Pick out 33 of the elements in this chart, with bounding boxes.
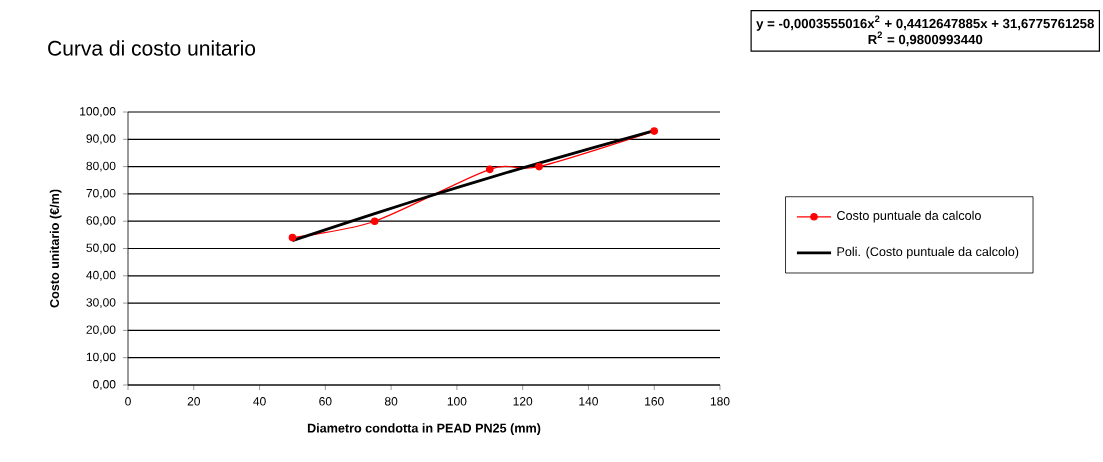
text: R$^{2}$ = 0,9800993440 xyxy=(868,31,983,47)
y-tick-label: 60,00 xyxy=(86,216,116,227)
y-tick-label: 10,00 xyxy=(86,352,116,363)
x-tick-label: 40 xyxy=(253,397,266,406)
legend-label: Poli. (Costo puntuale da calcolo) xyxy=(837,246,1019,259)
y-tick-label: 80,00 xyxy=(86,161,116,172)
y-tick-label: 0,00 xyxy=(93,380,116,390)
x-tick-label: 20 xyxy=(187,397,200,406)
x-tick-label: 120 xyxy=(513,397,533,406)
x-tick-label: 160 xyxy=(645,397,664,406)
y-tick-label: 30,00 xyxy=(86,298,116,309)
y-tick-label: 40,00 xyxy=(86,270,116,281)
x-tick-label: 140 xyxy=(579,397,598,406)
point xyxy=(650,127,659,135)
point xyxy=(535,162,543,171)
x-tick-label: 180 xyxy=(710,397,730,406)
y-axis-title: Costo unitario (€/m) xyxy=(49,189,62,308)
x-axis-title: Diametro condotta in PEAD PN25 (mm) xyxy=(307,423,541,436)
text: y = -0,0003555016x$^{2}$ + 0,4412647885x + 31,6775761258 xyxy=(756,15,1094,31)
y-tick-label: 50,00 xyxy=(86,243,116,254)
x-tick-label: 100 xyxy=(447,397,467,406)
point xyxy=(485,165,494,174)
y-tick-label: 90,00 xyxy=(86,134,116,145)
point xyxy=(370,217,379,226)
x-tick-label: 80 xyxy=(384,397,398,406)
x-tick-label: 60 xyxy=(319,397,332,406)
chart-title: Curva di costo unitario xyxy=(48,40,256,56)
y-tick-label: 20,00 xyxy=(86,325,116,336)
y-tick-label: 100,00 xyxy=(80,107,116,117)
point xyxy=(288,233,297,242)
x-tick-label: 0 xyxy=(125,397,131,406)
legend-label: Costo puntuale da calcolo xyxy=(837,210,981,223)
y-tick-label: 70,00 xyxy=(86,188,116,199)
